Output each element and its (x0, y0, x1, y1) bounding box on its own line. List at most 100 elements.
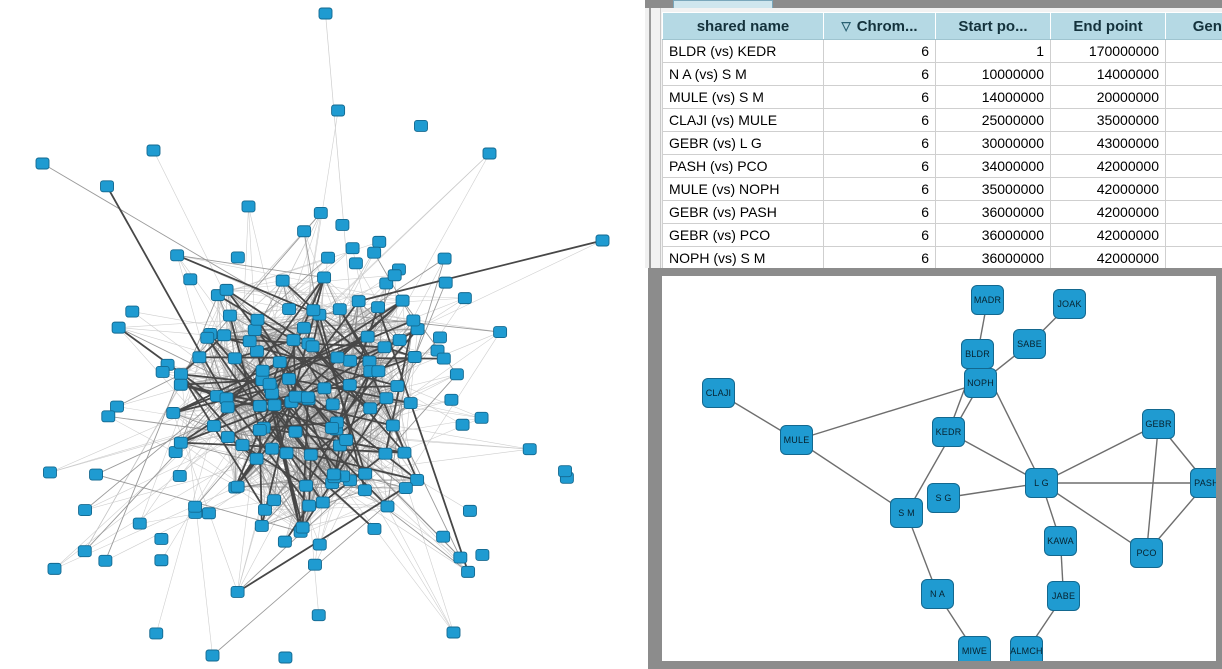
table-cell-end-point[interactable]: 170000000 (1050, 39, 1166, 63)
main-network-node[interactable] (493, 326, 508, 339)
main-network-node[interactable] (192, 351, 207, 364)
main-network-node[interactable] (360, 330, 375, 343)
table-cell-chromosome[interactable]: 6 (823, 131, 936, 155)
main-network-node[interactable] (173, 436, 188, 449)
main-network-node[interactable] (278, 651, 293, 664)
table-row[interactable]: N A (vs) S M610000000140000006.6 (662, 62, 1222, 86)
main-network-node[interactable] (252, 424, 267, 436)
main-network-node[interactable] (403, 397, 418, 409)
main-network-node[interactable] (436, 352, 451, 365)
main-network-node[interactable] (235, 439, 250, 452)
main-network-edge[interactable] (177, 255, 403, 301)
table-cell-start-point[interactable]: 30000000 (935, 131, 1051, 155)
main-network-edge[interactable] (173, 412, 303, 528)
detail-node[interactable]: CLAJI (702, 378, 735, 408)
main-network-node[interactable] (101, 410, 116, 423)
main-network-node[interactable] (43, 466, 57, 479)
table-cell-end-point[interactable]: 42000000 (1050, 246, 1166, 268)
main-network-node[interactable] (595, 234, 610, 247)
detail-node[interactable]: MIWE (958, 636, 991, 661)
main-network-edge[interactable] (414, 282, 447, 358)
main-network-node[interactable] (385, 419, 400, 432)
main-network-node[interactable] (308, 558, 322, 571)
main-network-node[interactable] (475, 549, 490, 561)
table-cell-genetic[interactable]: 16.9 (1165, 131, 1222, 155)
main-network-edge[interactable] (358, 300, 416, 358)
main-network-node[interactable] (149, 627, 164, 640)
main-network-edge[interactable] (180, 373, 270, 385)
main-network-edge[interactable] (377, 306, 469, 573)
main-network-node[interactable] (205, 649, 220, 662)
detail-network-panel[interactable]: JOAK MADR SABE BLDR NOPH CLAJI KEDR GEBR MULE L G… (648, 268, 1222, 669)
main-network-node[interactable] (255, 364, 270, 377)
main-network-node[interactable] (311, 609, 326, 622)
main-network-node[interactable] (453, 551, 468, 564)
detail-node[interactable]: S G (927, 483, 960, 513)
main-network-node[interactable] (299, 479, 314, 492)
main-network-node[interactable] (258, 503, 272, 516)
detail-edge[interactable] (1041, 482, 1147, 554)
main-network-edge[interactable] (254, 329, 371, 410)
main-network-node[interactable] (444, 393, 459, 406)
main-network-node[interactable] (155, 365, 170, 378)
main-network-node[interactable] (378, 447, 393, 460)
main-network-node[interactable] (433, 331, 447, 344)
table-cell-start-point[interactable]: 10000000 (935, 62, 1051, 86)
table-row[interactable]: BLDR (vs) KEDR61170000000192.0 (662, 39, 1222, 63)
main-network-node[interactable] (317, 271, 332, 284)
main-network-edge[interactable] (49, 404, 275, 473)
table-cell-end-point[interactable]: 35000000 (1050, 108, 1166, 132)
table-cell-end-point[interactable]: 42000000 (1050, 177, 1166, 201)
table-cell-start-point[interactable]: 14000000 (935, 85, 1051, 109)
detail-node[interactable]: MADR (971, 285, 1004, 315)
main-network-node[interactable] (461, 565, 476, 578)
main-network-node[interactable] (392, 334, 407, 346)
detail-node[interactable]: ALMCH (1010, 636, 1043, 661)
main-network-edge[interactable] (212, 487, 407, 656)
column-header-start-point[interactable]: Start po... (935, 12, 1051, 40)
column-header-chromosome[interactable]: ▽ Chrom... (823, 12, 936, 40)
main-network-edge[interactable] (303, 231, 371, 409)
table-cell-chromosome[interactable]: 6 (823, 200, 936, 224)
table-row[interactable]: MULE (vs) NOPH6350000004200000010.5 (662, 177, 1222, 201)
main-network-node[interactable] (367, 246, 382, 259)
main-network-node[interactable] (455, 418, 470, 431)
table-cell-genetic[interactable]: 9.9 (1165, 246, 1222, 268)
table-cell-start-point[interactable]: 35000000 (935, 177, 1051, 201)
main-network-node[interactable] (267, 399, 282, 412)
main-network-edge[interactable] (180, 441, 405, 454)
main-network-node[interactable] (35, 157, 50, 170)
main-network-edge[interactable] (369, 371, 454, 633)
main-network-node[interactable] (146, 144, 161, 157)
table-cell-shared-name[interactable]: N A (vs) S M (662, 62, 824, 86)
main-network-node[interactable] (406, 314, 421, 327)
main-network-edge[interactable] (358, 239, 603, 302)
main-network-node[interactable] (110, 400, 124, 413)
column-header-end-point[interactable]: End point (1050, 12, 1166, 40)
main-network-edge[interactable] (227, 407, 238, 487)
main-network-node[interactable] (201, 507, 216, 520)
main-network-node[interactable] (325, 398, 340, 411)
main-network-node[interactable] (230, 586, 245, 598)
main-network-edge[interactable] (177, 254, 325, 278)
main-network-edge[interactable] (349, 240, 603, 362)
table-row[interactable]: GEBR (vs) PCO636000000420000008.4 (662, 223, 1222, 247)
table-cell-chromosome[interactable]: 6 (823, 85, 936, 109)
main-network-node[interactable] (254, 519, 269, 532)
main-network-node[interactable] (125, 305, 140, 318)
detail-edge[interactable] (1041, 423, 1159, 484)
main-network-edge[interactable] (303, 110, 339, 328)
table-scrollbar[interactable] (651, 8, 661, 268)
detail-edge[interactable] (1145, 423, 1160, 554)
main-network-node[interactable] (249, 452, 264, 465)
table-cell-shared-name[interactable]: NOPH (vs) S M (662, 246, 824, 268)
main-network-edge[interactable] (318, 314, 366, 491)
main-network-node[interactable] (267, 494, 282, 507)
main-network-edge[interactable] (273, 404, 302, 533)
table-cell-shared-name[interactable]: PASH (vs) PCO (662, 154, 824, 178)
detail-node[interactable]: GEBR (1142, 409, 1175, 439)
table-cell-chromosome[interactable]: 6 (823, 154, 936, 178)
main-network-edge[interactable] (226, 289, 465, 299)
main-network-node[interactable] (305, 340, 320, 353)
main-network-node[interactable] (348, 257, 363, 270)
